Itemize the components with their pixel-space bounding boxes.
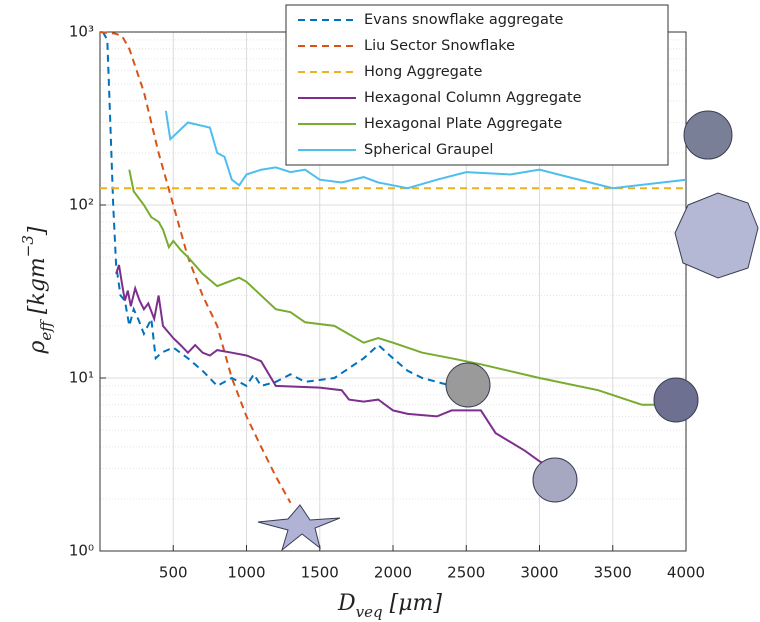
- series-line: [102, 31, 452, 388]
- legend: Evans snowflake aggregate Liu Sector Snow…: [285, 4, 669, 166]
- legend-label: Hexagonal Column Aggregate: [364, 90, 582, 106]
- snowflake-image: [257, 504, 341, 552]
- x-tick-label: 3000: [520, 564, 558, 582]
- x-label-part: [μm]: [383, 591, 443, 616]
- graupel-image: [683, 110, 733, 160]
- y-tick-label: 10²: [69, 196, 94, 214]
- x-tick-label: 500: [159, 564, 188, 582]
- legend-label: Hexagonal Plate Aggregate: [364, 116, 562, 132]
- x-label-part: D: [337, 591, 356, 616]
- legend-label: Evans snowflake aggregate: [364, 12, 564, 28]
- x-label-part: veq: [356, 603, 383, 621]
- y-tick-label: 10³: [69, 23, 94, 41]
- x-tick-label: 3500: [594, 564, 632, 582]
- legend-box: [285, 4, 669, 166]
- particle-images: [257, 110, 759, 552]
- y-label-part: ]: [25, 226, 50, 236]
- x-tick-label: 2000: [374, 564, 412, 582]
- series-line: [164, 110, 687, 190]
- y-label-part: ρ: [25, 341, 50, 355]
- y-label-part: −3: [19, 235, 37, 257]
- hong-image: [674, 192, 759, 279]
- aggregate-image: [445, 362, 491, 408]
- column-image: [532, 457, 578, 503]
- y-label-part: [kgm: [25, 257, 50, 321]
- plate-image: [653, 377, 699, 423]
- series-line: [115, 264, 555, 470]
- x-tick-label: 4000: [667, 564, 705, 582]
- series-line: [128, 169, 686, 406]
- x-tick-label: 2500: [447, 564, 485, 582]
- legend-label: Spherical Graupel: [364, 142, 493, 158]
- x-tick-label: 1500: [301, 564, 339, 582]
- y-label-part: eff: [37, 319, 55, 341]
- legend-label: Hong Aggregate: [364, 64, 482, 80]
- x-axis-label: Dveq [μm]: [337, 591, 442, 621]
- legend-label: Liu Sector Snowflake: [364, 38, 515, 54]
- y-axis-label: ρeff [kgm−3]: [19, 226, 55, 354]
- x-tick-label: 1000: [227, 564, 265, 582]
- y-tick-label: 10¹: [69, 369, 94, 387]
- y-tick-label: 10⁰: [69, 542, 94, 560]
